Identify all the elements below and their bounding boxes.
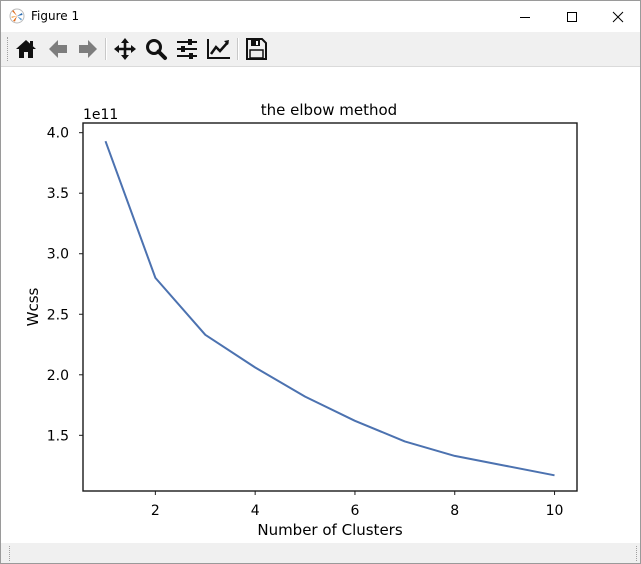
x-tick-label: 6 bbox=[350, 503, 359, 519]
move-icon bbox=[114, 38, 136, 60]
arrow-right-icon bbox=[79, 40, 97, 58]
home-icon bbox=[16, 40, 36, 58]
x-tick-label: 10 bbox=[546, 503, 564, 519]
sliders-icon bbox=[177, 39, 197, 59]
zoom-button[interactable] bbox=[142, 35, 170, 63]
line-chart-icon bbox=[207, 39, 230, 59]
axes-frame bbox=[82, 122, 578, 492]
toolbar-separator bbox=[237, 38, 239, 60]
magnifier-icon bbox=[146, 39, 167, 60]
x-axis: 2 4 6 8 10 bbox=[151, 491, 564, 519]
pan-button[interactable] bbox=[111, 35, 139, 63]
home-button[interactable] bbox=[12, 35, 40, 63]
save-button[interactable] bbox=[242, 35, 270, 63]
minimize-button[interactable] bbox=[502, 1, 548, 32]
size-grip[interactable] bbox=[636, 546, 638, 561]
figure-canvas[interactable]: the elbow method 1e11 2 4 6 8 10 1.5 2.0 2.5 3.… bbox=[1, 67, 640, 543]
plot-area bbox=[104, 140, 555, 477]
y-axis-label: Wcss bbox=[24, 287, 42, 326]
arrow-left-icon bbox=[49, 40, 67, 58]
back-button[interactable] bbox=[44, 35, 72, 63]
chart-title: the elbow method bbox=[261, 101, 397, 119]
close-button[interactable] bbox=[595, 1, 641, 32]
wcss-series-line bbox=[104, 140, 555, 477]
elbow-chart: the elbow method 1e11 2 4 6 8 10 1.5 2.0 2.5 3.… bbox=[24, 101, 578, 539]
forward-button[interactable] bbox=[74, 35, 102, 63]
toolbar-grip[interactable] bbox=[7, 37, 10, 61]
x-tick-label: 8 bbox=[450, 503, 459, 519]
floppy-disk-icon bbox=[246, 38, 267, 60]
minimize-icon bbox=[520, 16, 530, 18]
y-tick-label: 4.0 bbox=[47, 126, 69, 142]
window-title: Figure 1 bbox=[31, 9, 80, 23]
offset-text: 1e11 bbox=[83, 107, 118, 123]
y-axis: 1.5 2.0 2.5 3.0 3.5 4.0 bbox=[47, 126, 83, 444]
navigation-toolbar bbox=[1, 32, 640, 67]
y-tick-label: 3.5 bbox=[47, 186, 69, 202]
title-bar[interactable]: Figure 1 bbox=[1, 1, 640, 32]
y-tick-label: 1.5 bbox=[47, 428, 69, 444]
status-bar bbox=[1, 543, 640, 563]
y-tick-label: 2.0 bbox=[47, 368, 69, 384]
x-tick-label: 2 bbox=[151, 503, 160, 519]
edit-axis-button[interactable] bbox=[205, 35, 233, 63]
maximize-button[interactable] bbox=[549, 1, 595, 32]
toolbar-separator bbox=[105, 38, 107, 60]
subplots-button[interactable] bbox=[173, 35, 201, 63]
y-tick-label: 2.5 bbox=[47, 307, 69, 323]
y-tick-label: 3.0 bbox=[47, 247, 69, 263]
x-axis-label: Number of Clusters bbox=[257, 521, 402, 539]
close-icon bbox=[612, 11, 624, 22]
matplotlib-logo-icon bbox=[9, 8, 25, 24]
status-grip bbox=[9, 546, 11, 561]
maximize-icon bbox=[567, 11, 577, 22]
x-tick-label: 4 bbox=[251, 503, 260, 519]
